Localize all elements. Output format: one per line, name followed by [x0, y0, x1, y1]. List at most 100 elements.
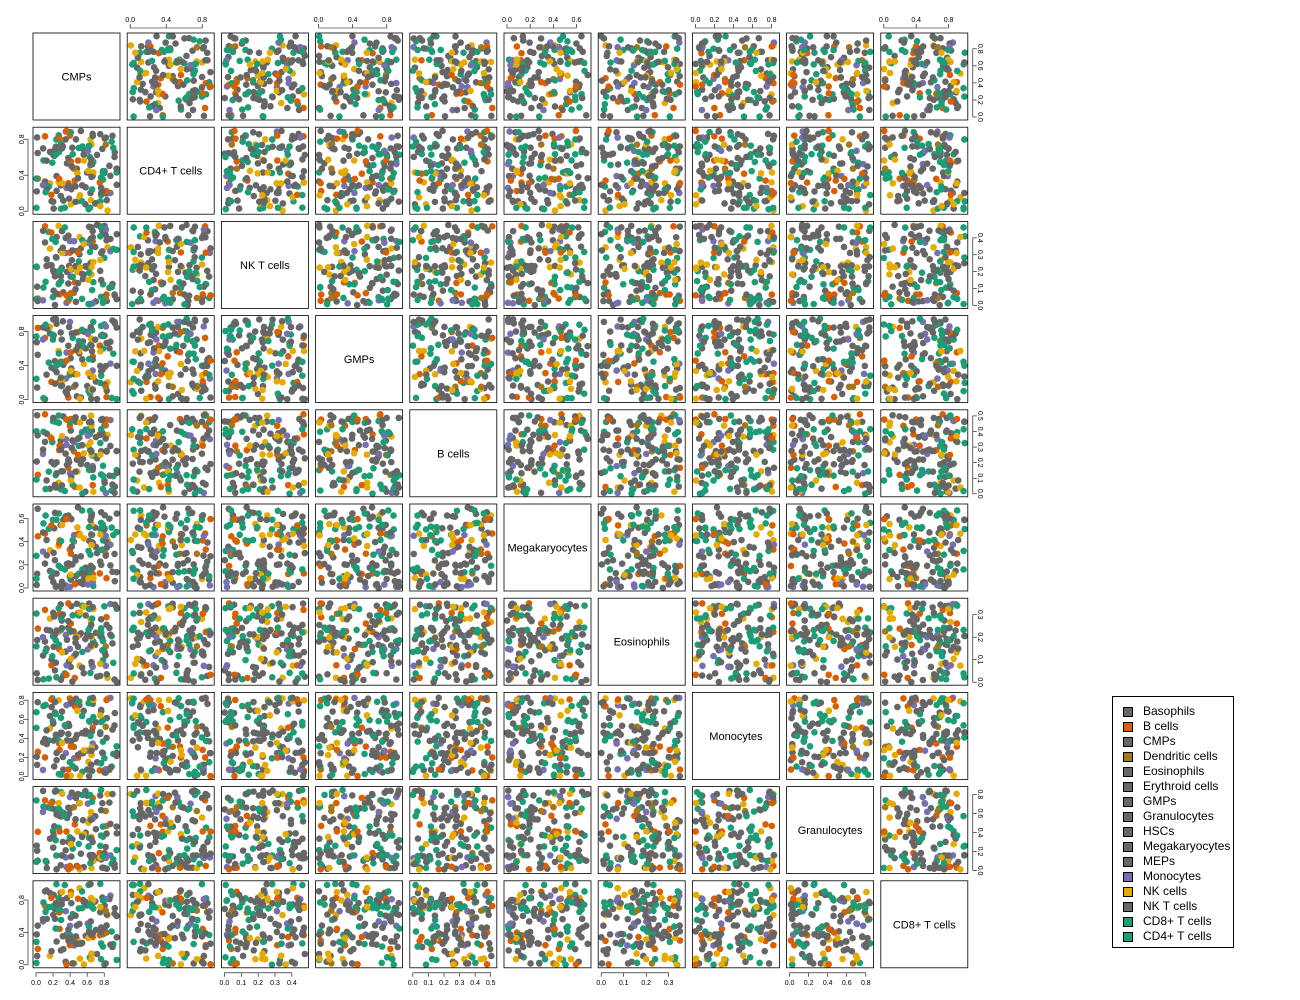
data-point [355, 182, 363, 189]
data-point [109, 350, 117, 357]
data-point [741, 141, 749, 148]
data-point [787, 172, 795, 180]
data-point [900, 235, 908, 243]
data-point [410, 153, 418, 161]
data-point [39, 181, 47, 189]
data-point [624, 134, 632, 142]
data-point [93, 151, 101, 159]
data-point [43, 256, 51, 263]
data-point [537, 236, 544, 244]
data-point [464, 44, 472, 51]
data-point [461, 395, 468, 403]
data-point [351, 175, 359, 183]
data-point [153, 230, 160, 238]
data-point [196, 394, 204, 402]
data-point [865, 200, 873, 208]
data-point [461, 331, 468, 338]
data-point [712, 165, 720, 172]
data-point [617, 58, 625, 65]
data-point [661, 57, 669, 65]
data-point [348, 49, 356, 57]
data-point [513, 167, 520, 175]
data-point [925, 88, 932, 96]
data-point [614, 134, 621, 141]
data-point [692, 292, 699, 299]
data-point [743, 204, 750, 211]
data-point [150, 48, 157, 56]
data-point [666, 204, 674, 212]
data-point [799, 256, 806, 264]
data-point [231, 153, 239, 161]
data-point [718, 240, 725, 248]
data-point [527, 144, 534, 152]
data-point [891, 156, 899, 163]
data-point [458, 270, 465, 278]
data-point [639, 46, 646, 54]
data-point [131, 49, 139, 56]
data-point [293, 191, 301, 199]
data-point [460, 49, 467, 56]
data-point [518, 258, 525, 265]
data-point [178, 386, 186, 394]
data-point [633, 71, 640, 79]
data-point [477, 43, 485, 51]
data-point [517, 283, 525, 291]
data-point [517, 112, 525, 120]
data-point [526, 39, 533, 46]
data-point [550, 140, 558, 148]
data-point [483, 184, 491, 192]
data-point [600, 318, 608, 326]
data-point [360, 112, 367, 119]
data-point [901, 127, 909, 135]
data-point [648, 77, 656, 85]
data-point [414, 278, 421, 286]
data-point [536, 44, 543, 51]
panel-frame [786, 32, 874, 121]
data-point [464, 231, 472, 239]
data-point [63, 127, 70, 135]
data-point [584, 71, 591, 79]
data-point [640, 112, 647, 120]
data-point [580, 390, 588, 397]
data-point [433, 355, 441, 363]
data-point [756, 113, 763, 120]
data-point [936, 258, 944, 265]
data-point [291, 44, 299, 51]
data-point [430, 181, 437, 189]
data-point [477, 383, 485, 391]
data-point [414, 296, 421, 304]
data-point [665, 318, 673, 325]
data-point [372, 112, 380, 120]
data-point [316, 106, 324, 113]
data-point [113, 362, 121, 370]
data-point [655, 190, 663, 197]
data-point [161, 58, 168, 65]
data-point [801, 93, 808, 100]
data-point [917, 184, 925, 192]
data-point [512, 204, 520, 212]
data-point [842, 290, 849, 298]
data-point [362, 78, 370, 86]
data-point [387, 111, 394, 119]
data-point [762, 177, 769, 184]
data-point [853, 251, 861, 258]
data-point [566, 87, 574, 95]
data-point [537, 153, 545, 161]
data-point [916, 291, 923, 298]
data-point [439, 68, 446, 76]
data-point [564, 142, 572, 149]
data-point [816, 238, 824, 246]
data-point [733, 253, 741, 261]
data-point [512, 113, 520, 120]
data-point [363, 202, 371, 210]
data-point [505, 374, 513, 381]
data-point [756, 227, 764, 235]
data-point [789, 47, 796, 54]
data-point [409, 342, 417, 350]
data-point [373, 70, 381, 78]
data-point [431, 262, 439, 270]
data-point [840, 224, 848, 231]
data-point [581, 197, 588, 205]
data-point [48, 191, 55, 199]
panel-frame [315, 32, 404, 121]
